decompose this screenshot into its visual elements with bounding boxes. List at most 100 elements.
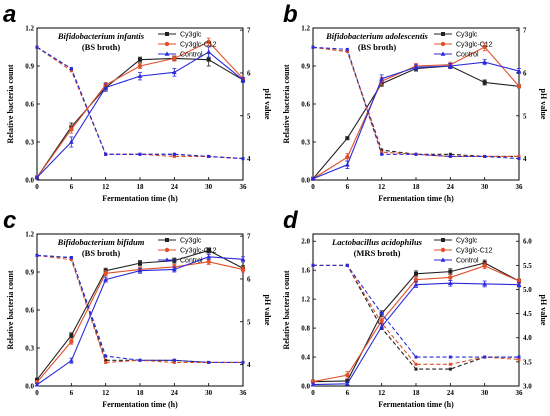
ph-point [172, 154, 176, 158]
legend-marker [165, 238, 169, 242]
count-point [345, 155, 350, 160]
legend-marker [164, 257, 170, 262]
y2-tick-label: 7 [247, 233, 251, 241]
x-tick-label: 18 [137, 389, 145, 397]
count-point [379, 324, 385, 329]
panel-d: d 0 6 12 18 24 30 36 0.0 0.4 0.8 1.2 1.6 2.0 3.0 3.5 4.0… [282, 207, 548, 409]
x-tick-label: 30 [481, 183, 489, 191]
y-tick-label: 1.2 [25, 25, 34, 33]
legend-marker [440, 51, 446, 56]
legend-marker [165, 32, 169, 36]
y-tick-label: 1.2 [25, 231, 34, 239]
y-tick-label: 0.8 [301, 325, 310, 333]
count-point [482, 263, 487, 269]
ph-point [172, 152, 176, 156]
count-point [171, 266, 177, 272]
count-point [344, 162, 350, 167]
y2-tick-label: 3.0 [523, 383, 532, 391]
x-tick-label: 24 [447, 183, 455, 191]
ph-point [69, 67, 73, 71]
ph-point [380, 150, 384, 154]
panel-subtitle: (BS broth) [358, 42, 397, 52]
y2-tick-label: 7 [247, 27, 251, 35]
ph-point [483, 154, 487, 158]
ph-point [345, 50, 349, 54]
x-tick-label: 12 [102, 183, 110, 191]
ph-point [517, 157, 521, 161]
y-tick-label: 0.0 [25, 383, 34, 391]
y-tick-label: 0.4 [301, 354, 310, 362]
panel-subtitle: (BS broth) [82, 248, 121, 258]
legend-entry: Cy3glc-C12 [434, 248, 493, 255]
ph-point [448, 355, 452, 359]
x-tick-label: 6 [70, 389, 74, 397]
legend-entry: Control [434, 51, 479, 59]
x-tick-label: 12 [102, 389, 110, 397]
ph-point [35, 45, 39, 49]
ph-point [69, 69, 73, 73]
count-point [68, 358, 74, 363]
x-tick-label: 36 [516, 183, 524, 191]
legend-label: Cy3glc [180, 238, 202, 245]
count-point [103, 271, 108, 276]
panel-title: Lactobacillus acidophilus [331, 237, 423, 247]
count-point [447, 63, 453, 68]
count-point [103, 277, 109, 282]
y-tick-label: 0.6 [25, 307, 34, 315]
count-point [310, 381, 316, 387]
ph-point [207, 360, 211, 364]
y2-tick-label: 5 [247, 112, 251, 120]
count-line [312, 61, 520, 180]
y2-tick-label: 5.0 [523, 286, 532, 294]
legend-entry: Cy3glc [434, 32, 478, 39]
count-point [482, 59, 488, 64]
y2-axis-label: pH value [539, 295, 548, 326]
panel-letter: b [283, 1, 298, 28]
count-point [137, 73, 143, 78]
count-point [138, 261, 142, 266]
x-tick-label: 0 [311, 183, 315, 191]
legend-label: Control [180, 52, 203, 59]
series-control [310, 45, 522, 181]
y2-axis-label: pH value [263, 295, 272, 326]
count-point [172, 258, 177, 263]
count-point [137, 63, 143, 69]
y-tick-label: 0.3 [25, 139, 34, 147]
count-point [345, 136, 350, 141]
ph-point [448, 367, 452, 371]
count-point [379, 318, 384, 324]
count-point [240, 267, 246, 272]
y-tick-label: 1.6 [301, 267, 310, 275]
y-tick-label: 0.6 [25, 101, 34, 109]
count-point [34, 382, 40, 387]
y-axis-label: Relative bacteria count [282, 64, 291, 143]
x-axis-label: Fermentation time (h) [378, 194, 454, 203]
count-point [69, 333, 74, 338]
count-point [413, 277, 419, 282]
panel-title: Bifidobacterium infantis [57, 31, 145, 41]
legend-marker [440, 247, 446, 253]
y2-tick-label: 5.5 [523, 262, 532, 270]
x-tick-label: 6 [346, 183, 350, 191]
ph-point [448, 154, 452, 158]
legend-entry: Cy3glc [158, 32, 202, 39]
x-tick-label: 18 [413, 183, 421, 191]
x-tick-label: 36 [516, 389, 524, 397]
ph-point [104, 360, 108, 364]
panel-title: Bifidobacterium adolescentis [325, 31, 428, 41]
count-line [312, 65, 520, 180]
count-point [171, 69, 177, 75]
y-tick-label: 0.0 [301, 383, 310, 391]
y2-tick-label: 6 [523, 69, 527, 77]
legend-marker [164, 51, 170, 56]
y2-tick-label: 4 [247, 155, 251, 163]
ph-point [311, 263, 315, 267]
count-point [206, 57, 211, 62]
x-tick-label: 0 [35, 183, 39, 191]
legend-entry: Cy3glc-C12 [158, 42, 217, 49]
count-point [482, 44, 487, 50]
legend-label: Control [456, 258, 479, 265]
y-axis-label: Relative bacteria count [6, 270, 15, 349]
count-point [413, 64, 419, 70]
